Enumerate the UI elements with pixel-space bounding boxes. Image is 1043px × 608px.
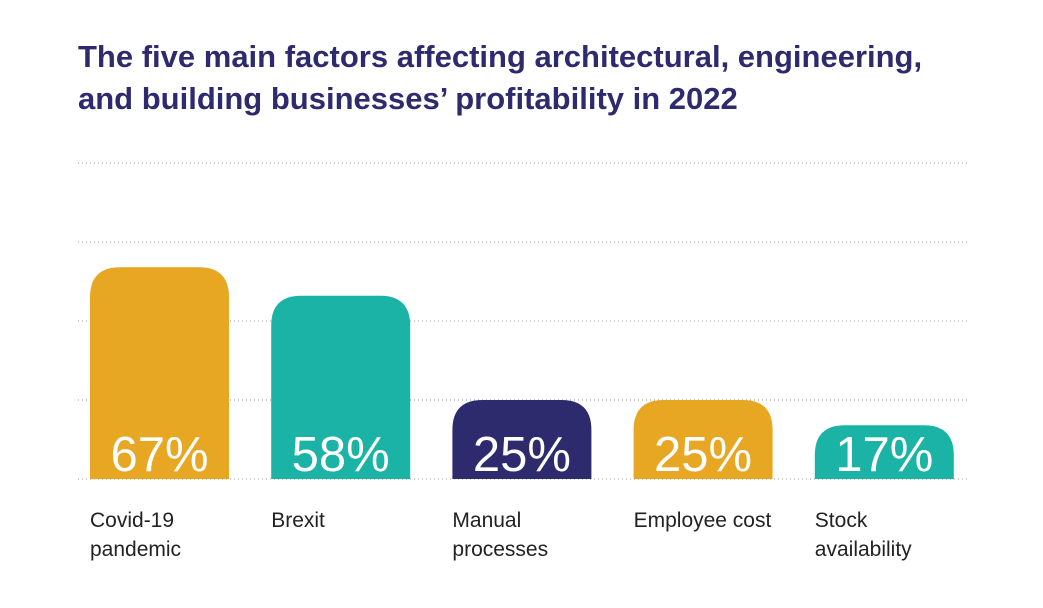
x-tick-label: Covid-19 pandemic xyxy=(90,509,182,561)
bar xyxy=(633,400,773,479)
value-label: 58% xyxy=(292,428,390,482)
x-tick-label: Manual processes xyxy=(452,509,549,561)
x-tick-label: Employee cost xyxy=(633,509,772,532)
x-tick-label: Brexit xyxy=(271,509,325,532)
bar xyxy=(90,267,229,479)
value-label: 67% xyxy=(110,428,208,482)
value-label: 25% xyxy=(473,428,571,482)
chart-title: The five main factors affecting architec… xyxy=(78,39,923,116)
bar xyxy=(814,425,954,479)
bar xyxy=(452,400,592,479)
x-tick-label: Stock availability xyxy=(814,509,912,561)
bar xyxy=(271,295,411,479)
value-label: 17% xyxy=(835,428,933,482)
value-label: 25% xyxy=(654,428,752,482)
